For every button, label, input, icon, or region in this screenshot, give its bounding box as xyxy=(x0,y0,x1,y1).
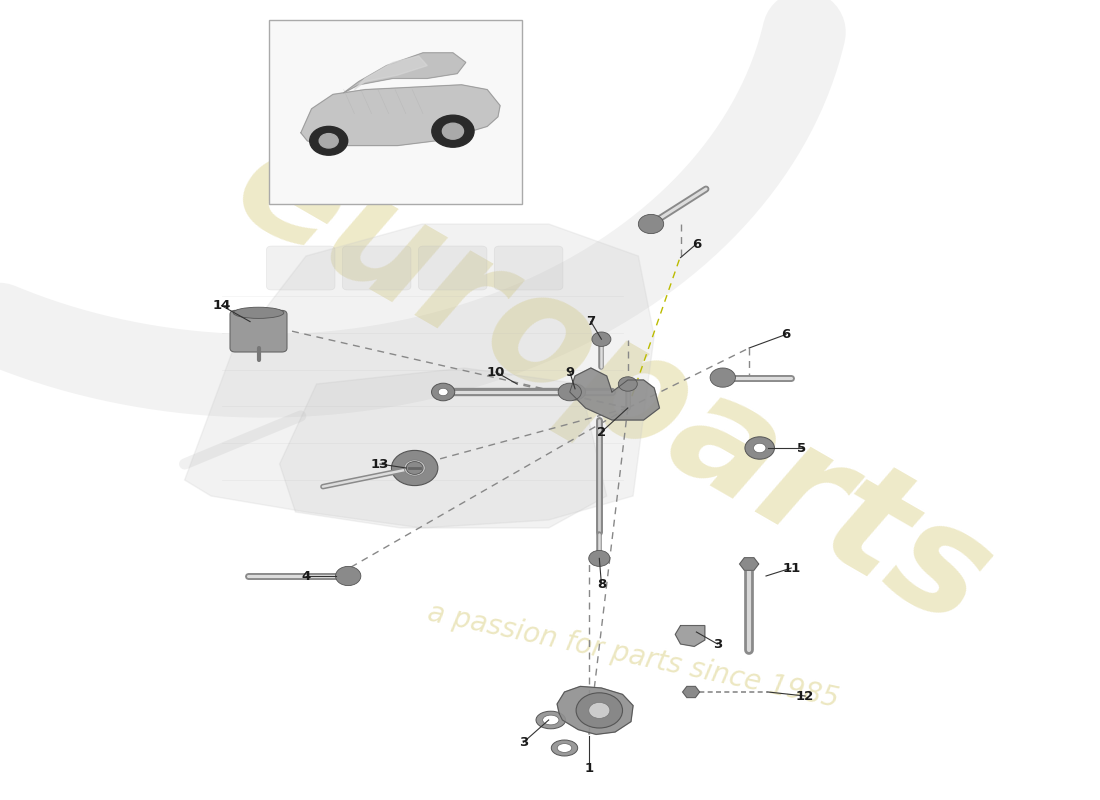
FancyBboxPatch shape xyxy=(342,246,411,290)
Ellipse shape xyxy=(558,744,572,752)
Circle shape xyxy=(638,214,663,234)
Text: 13: 13 xyxy=(371,458,389,470)
Text: 10: 10 xyxy=(486,366,505,378)
Circle shape xyxy=(432,115,474,147)
Text: 1: 1 xyxy=(584,762,593,774)
Circle shape xyxy=(588,702,609,718)
Polygon shape xyxy=(675,626,705,646)
Circle shape xyxy=(310,126,348,155)
Text: 5: 5 xyxy=(798,442,806,454)
Polygon shape xyxy=(343,53,465,93)
Text: a passion for parts since 1985: a passion for parts since 1985 xyxy=(425,598,842,714)
Text: 3: 3 xyxy=(519,736,528,749)
Text: 3: 3 xyxy=(713,638,722,650)
Circle shape xyxy=(406,462,424,474)
Circle shape xyxy=(442,123,463,139)
Text: 6: 6 xyxy=(692,238,701,250)
Ellipse shape xyxy=(542,715,559,725)
FancyBboxPatch shape xyxy=(266,246,336,290)
Polygon shape xyxy=(557,686,634,734)
Text: europarts: europarts xyxy=(209,108,1015,660)
Circle shape xyxy=(336,566,361,586)
Circle shape xyxy=(564,384,585,400)
Circle shape xyxy=(431,383,454,401)
Polygon shape xyxy=(301,85,500,146)
Text: 4: 4 xyxy=(301,570,310,582)
FancyBboxPatch shape xyxy=(230,310,287,352)
Ellipse shape xyxy=(233,307,284,318)
Circle shape xyxy=(438,388,448,396)
Text: 7: 7 xyxy=(586,315,595,328)
Circle shape xyxy=(392,450,438,486)
Circle shape xyxy=(745,437,774,459)
Text: 9: 9 xyxy=(565,366,574,378)
Text: 12: 12 xyxy=(796,690,814,702)
Text: 6: 6 xyxy=(781,328,791,341)
Text: 11: 11 xyxy=(782,562,801,574)
Circle shape xyxy=(711,368,736,387)
Circle shape xyxy=(592,332,611,346)
Bar xyxy=(270,20,522,204)
FancyBboxPatch shape xyxy=(418,246,487,290)
Ellipse shape xyxy=(551,740,578,756)
Ellipse shape xyxy=(536,711,565,729)
Circle shape xyxy=(576,693,623,728)
Polygon shape xyxy=(279,368,607,528)
Text: 14: 14 xyxy=(212,299,231,312)
Circle shape xyxy=(404,460,426,476)
Polygon shape xyxy=(739,558,759,570)
Polygon shape xyxy=(683,686,700,698)
Polygon shape xyxy=(185,224,654,528)
FancyBboxPatch shape xyxy=(494,246,563,290)
Circle shape xyxy=(618,377,637,391)
Circle shape xyxy=(319,134,338,148)
Circle shape xyxy=(571,389,580,395)
Circle shape xyxy=(754,443,766,453)
Circle shape xyxy=(558,383,582,401)
Circle shape xyxy=(588,550,609,566)
Text: 8: 8 xyxy=(597,578,606,590)
Text: 2: 2 xyxy=(597,426,606,438)
Polygon shape xyxy=(570,368,660,420)
Polygon shape xyxy=(354,56,427,90)
